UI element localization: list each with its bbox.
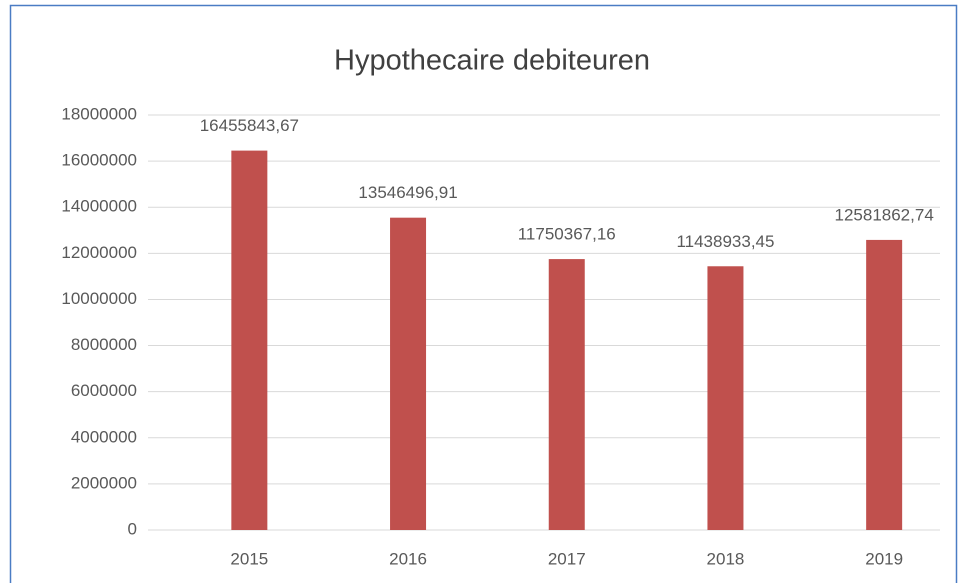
y-tick-label: 8000000	[71, 335, 137, 354]
bar	[390, 217, 427, 531]
y-tick-label: 14000000	[61, 197, 137, 216]
y-tick-label: 4000000	[71, 427, 137, 446]
data-label: 12581862,74	[835, 205, 934, 224]
data-label: 11438933,45	[676, 232, 774, 251]
bar	[548, 259, 585, 530]
y-tick-label: 16000000	[61, 151, 137, 170]
data-label: 13546496,91	[358, 183, 457, 202]
chart-border	[9, 4, 958, 583]
x-tick-label: 2016	[389, 549, 427, 568]
chart-title: Hypothecaire debiteuren	[334, 45, 650, 77]
x-tick-label: 2017	[548, 549, 586, 568]
x-tick-label: 2015	[230, 549, 268, 568]
y-tick-label: 12000000	[61, 243, 137, 262]
data-label: 16455843,67	[200, 116, 299, 135]
y-tick-label: 10000000	[61, 289, 137, 308]
y-tick-label: 18000000	[61, 104, 137, 123]
bar	[707, 266, 744, 530]
y-tick-label: 2000000	[71, 473, 137, 492]
bar	[231, 150, 268, 530]
y-tick-label: 0	[128, 519, 137, 538]
bar	[866, 239, 903, 531]
data-label: 11750367,16	[518, 225, 616, 244]
x-tick-label: 2019	[865, 549, 903, 568]
x-tick-label: 2018	[707, 549, 745, 568]
y-tick-label: 6000000	[71, 381, 137, 400]
